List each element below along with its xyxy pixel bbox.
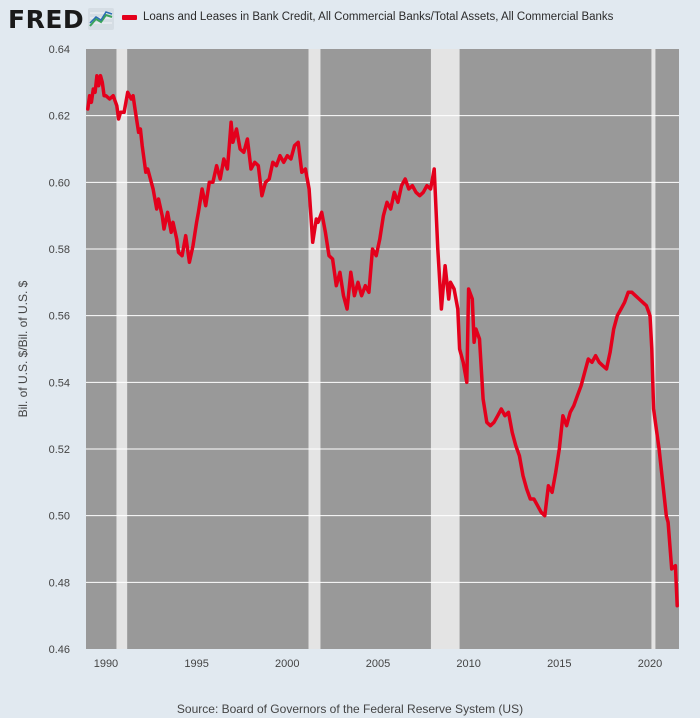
x-axis: 1990 1995 2000 2005 2010 2015 2020 — [94, 658, 663, 670]
recession-band-1 — [308, 49, 321, 649]
y-tick-label: 0.60 — [49, 177, 70, 189]
series-line — [86, 73, 679, 608]
y-tick-label: 0.62 — [49, 111, 70, 123]
y-axis: 0.46 0.48 0.50 0.52 0.54 0.56 0.58 0.60 0.62 0.64 — [49, 44, 70, 656]
y-tick-label: 0.46 — [49, 644, 70, 656]
y-tick-label: 0.64 — [49, 44, 70, 56]
plot-area — [86, 49, 679, 649]
x-tick-label: 2000 — [275, 658, 299, 670]
recession-band-2 — [430, 49, 460, 649]
legend: Loans and Leases in Bank Credit, All Com… — [122, 11, 613, 23]
legend-label: Loans and Leases in Bank Credit, All Com… — [143, 11, 614, 23]
line-chart-icon — [88, 8, 114, 30]
line-chart: 0.46 0.48 0.50 0.52 0.54 0.56 0.58 0.60 0.62 0.64… — [16, 44, 679, 670]
legend-swatch — [122, 14, 137, 20]
y-tick-label: 0.50 — [49, 511, 70, 523]
fred-logo[interactable]: FRED — [8, 5, 85, 34]
gridlines — [86, 115, 679, 583]
source-note: Source: Board of Governors of the Federa… — [176, 702, 524, 716]
recession-band-0 — [116, 49, 128, 649]
y-tick-label: 0.56 — [49, 311, 70, 323]
x-tick-label: 2010 — [456, 658, 480, 670]
x-tick-label: 2005 — [366, 658, 390, 670]
x-tick-label: 2020 — [638, 658, 662, 670]
y-axis-label: Bil. of U.S. $/Bil. of U.S. $ — [16, 280, 30, 417]
y-tick-label: 0.52 — [49, 444, 70, 456]
x-tick-label: 2015 — [547, 658, 571, 670]
y-tick-label: 0.48 — [49, 577, 70, 589]
x-tick-label: 1995 — [184, 658, 208, 670]
y-tick-label: 0.54 — [49, 377, 70, 389]
x-tick-label: 1990 — [94, 658, 118, 670]
y-tick-label: 0.58 — [49, 244, 70, 256]
chart-header: FRED Loans and Leases in Bank Credit, Al… — [0, 0, 700, 40]
